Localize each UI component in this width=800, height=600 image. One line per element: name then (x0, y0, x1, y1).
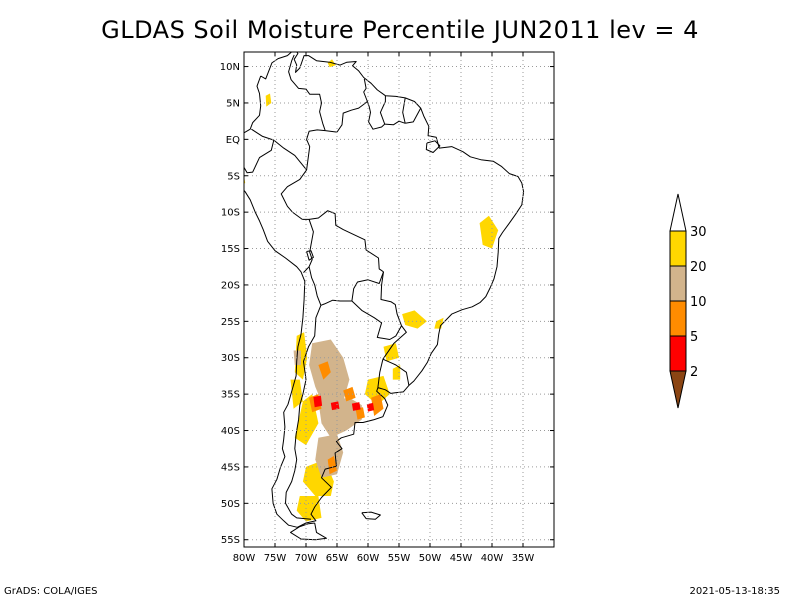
colorbar-segment-below-2 (669, 370, 687, 409)
x-tick-label: 70W (295, 553, 318, 564)
x-tick-label: 60W (357, 553, 380, 564)
coastline-layer (244, 52, 525, 541)
chart-title: GLDAS Soil Moisture Percentile JUN2011 l… (101, 16, 699, 44)
border-uruguay-brazil (382, 358, 410, 386)
y-tick-label: 15S (221, 244, 240, 255)
colorbar-tick-label: 5 (690, 330, 698, 345)
percentile-region-5-10 (318, 361, 331, 380)
border-guyana-suriname (379, 95, 386, 125)
x-tick-label: 45W (450, 553, 473, 564)
colorbar: 2 5 10 20 30 (669, 193, 707, 409)
y-tick-label: 45S (221, 462, 240, 473)
y-tick-label: 5N (226, 98, 240, 109)
y-tick-label: 5S (227, 171, 240, 182)
border-argentina-brazil (382, 325, 407, 360)
percentile-region-2-5 (351, 402, 361, 411)
y-tick-label: 35S (221, 390, 240, 401)
border-chile-argentina (285, 305, 322, 520)
border-colombia-peru (273, 139, 307, 171)
percentile-region-20-30 (265, 93, 272, 107)
percentile-region-5-10 (371, 394, 384, 416)
y-tick-label: 30S (221, 353, 240, 364)
border-guyana-brazil (366, 101, 386, 130)
border-bolivia-chile (308, 266, 322, 306)
y-tick-label: 40S (221, 426, 240, 437)
percentile-region-10-20 (318, 397, 362, 438)
x-tick-label: 80W (233, 553, 256, 564)
colorbar-segment-5-10 (669, 300, 687, 337)
border-colombia-brazil (306, 129, 326, 170)
percentile-region-2-5 (366, 402, 375, 412)
gridlines (243, 52, 554, 547)
colorbar-tick-label: 2 (690, 365, 698, 380)
colorbar-tick-label: 20 (690, 260, 707, 275)
percentile-region-5-10 (355, 407, 365, 420)
y-tick-label: 20S (221, 280, 240, 291)
x-tick-label: 35W (512, 553, 535, 564)
border-bolivia-argentina (320, 299, 352, 306)
border-colombia-ecuador (251, 128, 274, 141)
y-tick-label: 50S (221, 499, 240, 510)
border-guiana-brazil (405, 107, 422, 124)
border-venezuela-guyana (363, 78, 368, 102)
footer-credit: GrADS: COLA/IGES (4, 586, 98, 597)
percentile-region-5-10 (343, 386, 356, 402)
colorbar-segment-2-5 (669, 335, 687, 372)
colorbar-segment-20-30 (669, 230, 687, 267)
border-argentina-uruguay (377, 359, 384, 388)
border-ecuador-peru (244, 139, 275, 174)
percentile-region-20-30 (479, 215, 499, 249)
falkland-islands (361, 511, 381, 520)
border-bolivia-paraguay (351, 271, 384, 302)
colorbar-tick-label: 10 (690, 295, 707, 310)
border-paraguay-brazil (380, 271, 402, 326)
axis-ticks: 80W 75W 70W 65W 60W 55W 50W 45W 40W 35W 10N 5N EQ 5S 1… (220, 52, 554, 564)
footer-timestamp: 2021-05-13-18:35 (689, 586, 780, 597)
percentile-region-20-30 (434, 317, 444, 329)
border-peru-chile (303, 266, 310, 273)
colorbar-tick-label: 30 (690, 225, 707, 240)
x-tick-label: 40W (481, 553, 504, 564)
border-paraguay-argentina (351, 300, 402, 340)
percentile-region-20-30 (402, 310, 427, 329)
border-peru-brazil (280, 169, 308, 220)
x-tick-label: 55W (388, 553, 411, 564)
percentile-region-2-5 (313, 395, 323, 408)
border-suriname-brazil (384, 120, 406, 126)
percentile-region-2-5 (330, 401, 340, 411)
south-america-coastline (244, 52, 525, 528)
y-tick-label: EQ (226, 135, 240, 146)
border-venezuela-brazil (325, 101, 368, 133)
percentile-region-5-10 (327, 456, 337, 475)
lake-titicaca (306, 250, 314, 261)
percentile-region-20-30 (383, 343, 399, 362)
percentile-region-20-30 (392, 365, 401, 380)
y-tick-label: 55S (221, 535, 240, 546)
percentile-region-10-20 (309, 339, 350, 409)
border-bolivia-brazil (309, 210, 384, 273)
percentile-region-20-30 (296, 496, 322, 522)
colorbar-segment-above-30 (669, 193, 687, 232)
marajo-island (425, 140, 441, 153)
y-tick-label: 10S (221, 208, 240, 219)
border-suriname-guiana (402, 97, 406, 124)
x-tick-label: 75W (264, 553, 287, 564)
colorbar-segment-10-20 (669, 265, 687, 302)
x-tick-label: 65W (326, 553, 349, 564)
border-colombia-venezuela (288, 54, 326, 131)
y-tick-label: 25S (221, 317, 240, 328)
border-peru-bolivia (302, 218, 314, 267)
tierra-del-fuego (290, 522, 327, 541)
y-tick-label: 10N (220, 62, 240, 73)
x-tick-label: 50W (419, 553, 442, 564)
